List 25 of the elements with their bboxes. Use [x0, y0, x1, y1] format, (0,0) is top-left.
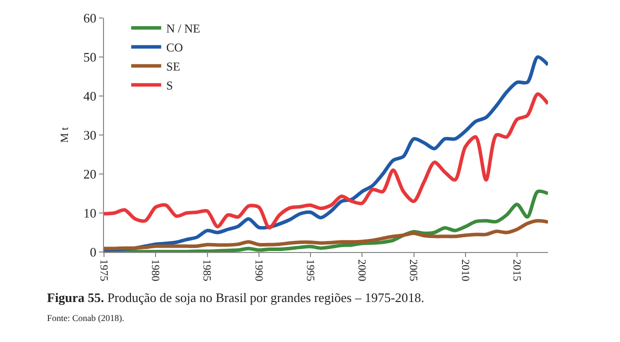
y-axis-title: M t: [59, 127, 72, 143]
line-series: [104, 219, 548, 250]
x-tick-label: 1995: [304, 259, 316, 282]
x-tick-label: 2015: [510, 259, 522, 282]
line-series: [104, 92, 548, 230]
x-tick-label: 2000: [356, 259, 368, 282]
x-tick-label: 2010: [458, 259, 471, 282]
y-tick-label: 60: [83, 10, 96, 26]
text: Figura 55. Produção de soja no Brasil por grandes regiões – 1975-2018.: [47, 290, 424, 305]
legend-label: N / NE: [166, 22, 200, 36]
x-tick-label: 1990: [252, 259, 264, 282]
x-tick-label: 1975: [97, 259, 110, 282]
y-tick-label: 20: [83, 166, 96, 182]
y-tick-label: 10: [83, 206, 96, 221]
x-tick-label: 1980: [149, 259, 162, 282]
legend-label: SE: [166, 60, 180, 74]
legend-label: S: [166, 78, 173, 92]
y-tick-label: 50: [83, 50, 96, 65]
y-tick-label: 40: [83, 88, 96, 104]
y-tick-label: 30: [83, 128, 96, 143]
source-note: Fonte: Conab (2018).: [47, 313, 124, 323]
x-tick-label: 1985: [200, 259, 213, 282]
y-tick-label: 0: [90, 244, 96, 260]
legend-label: CO: [166, 40, 184, 54]
x-tick-label: 2005: [407, 259, 420, 282]
